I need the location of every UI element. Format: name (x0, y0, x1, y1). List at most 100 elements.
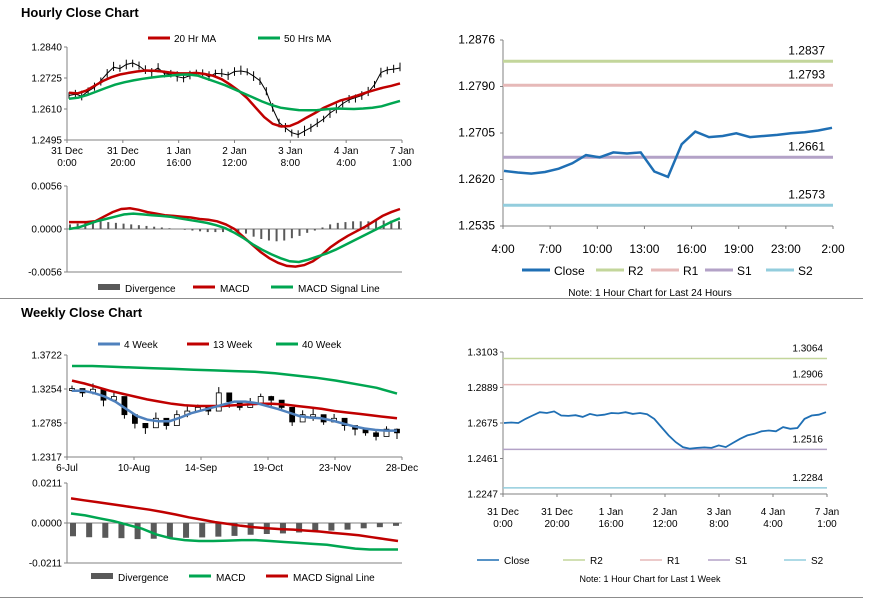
weekly_price-series-4-week (72, 389, 397, 432)
hourly_24h-x-tick-label: 4:00 (491, 242, 515, 256)
weekly-level-label-r1: 1.2906 (792, 370, 823, 381)
weekly_price-x-tick-label: 19-Oct (253, 463, 283, 474)
weekly-macd-divergence-bar (328, 523, 335, 531)
hourly_price-series-20-hr-ma (68, 69, 401, 128)
hourly_price-x-tick-label: 31 Dec (107, 146, 139, 157)
hourly_macd-legend-label: MACD Signal Line (298, 284, 380, 295)
hourly_price-x-tick-label: 1 Jan (166, 146, 190, 157)
hourly_24h-x-tick-label: 19:00 (724, 242, 754, 256)
hourly_24h-legend-label: R2 (628, 264, 644, 278)
weekly_price-x-tick-label: 14-Sep (185, 463, 218, 474)
hourly_macd-legend-swatch (98, 284, 120, 290)
weekly-macd-divergence-bar (393, 523, 399, 526)
weekly_1w-x-tick-label: 8:00 (709, 519, 729, 530)
level-label-s2: 1.2573 (788, 187, 825, 201)
weekly-macd-divergence-bar (166, 523, 173, 539)
weekly-section-title: Weekly Close Chart (21, 305, 143, 320)
weekly-macd-divergence-bar (247, 523, 254, 535)
weekly_1w-x-tick-label: 31 Dec (487, 507, 519, 518)
hourly_price-x-tick-label: 4:00 (336, 158, 356, 169)
weekly_1w-x-tick-label: 20:00 (544, 519, 569, 530)
hourly_24h-y-tick-label: 1.2535 (458, 219, 495, 233)
hourly-section-title: Hourly Close Chart (21, 5, 139, 20)
weekly-macd-divergence-bar (344, 523, 351, 530)
bottom-divider (0, 597, 863, 598)
hourly_macd-legend-label: MACD (220, 284, 249, 295)
weekly_price-x-tick-label: 28-Dec (386, 463, 418, 474)
weekly-macd-divergence-bar (118, 523, 125, 539)
weekly_1w-y-tick-label: 1.2247 (467, 490, 498, 501)
hourly_price-x-tick-label: 0:00 (57, 158, 77, 169)
weekly_1w-x-tick-label: 2 Jan (653, 507, 677, 518)
weekly-macd-divergence-bar (376, 523, 383, 528)
hourly_24h-note: Note: 1 Hour Chart for Last 24 Hours (568, 288, 731, 299)
weekly-macd-divergence-bar (360, 523, 367, 529)
weekly-macd-divergence-bar (296, 523, 303, 533)
weekly_1w-y-tick-label: 1.2889 (467, 383, 498, 394)
level-label-s1: 1.2661 (788, 139, 825, 153)
section-divider (0, 298, 863, 299)
weekly_1w-series-close (503, 410, 827, 450)
weekly-macd-divergence-bar (312, 523, 319, 532)
weekly_1w-x-tick-label: 1:00 (817, 519, 837, 530)
weekly_price-series-40-week (72, 364, 398, 395)
hourly_price-x-tick-label: 31 Dec (51, 146, 83, 157)
hourly_price-y-tick-label: 1.2495 (31, 136, 62, 147)
weekly_macd-legend-label: MACD Signal Line (293, 573, 375, 584)
weekly-price-candle-body (310, 414, 317, 418)
hourly_price-x-tick-label: 1:00 (392, 158, 412, 169)
weekly_macd-legend-label: MACD (216, 573, 245, 584)
hourly_price-x-tick-label: 4 Jan (334, 146, 358, 157)
weekly_price-series-13-week (71, 379, 398, 420)
weekly_macd-legend-label: Divergence (118, 573, 169, 584)
weekly_price-x-tick-label: 23-Nov (319, 463, 351, 474)
weekly_1w-legend-label: R2 (590, 556, 603, 567)
weekly_macd-y-tick-label: -0.0211 (29, 559, 63, 570)
hourly_24h-x-tick-label: 2:00 (821, 242, 845, 256)
weekly_1w-y-tick-label: 1.3103 (467, 348, 498, 359)
hourly_macd-series-macd-signal-line (68, 212, 401, 264)
weekly_1w-x-tick-label: 31 Dec (541, 507, 573, 518)
hourly_24h-x-tick-label: 10:00 (582, 242, 612, 256)
weekly-macd-divergence-bar (183, 523, 190, 538)
hourly_price-x-tick-label: 16:00 (166, 158, 191, 169)
hourly_price-x-tick-label: 7 Jan (390, 146, 414, 157)
weekly_price-x-tick-label: 10-Aug (118, 463, 150, 474)
weekly-price-candle-body (373, 432, 379, 437)
level-label-r1: 1.2793 (788, 67, 825, 81)
weekly_price-y-tick-label: 1.2317 (31, 453, 62, 464)
hourly_24h-legend-label: Close (554, 264, 585, 278)
weekly_1w-x-tick-label: 3 Jan (707, 507, 731, 518)
hourly_macd-y-tick-label: 0.0000 (31, 225, 62, 236)
weekly-price-candle-body (215, 392, 222, 412)
weekly-macd-divergence-bar (70, 523, 76, 537)
weekly-macd-divergence-bar (150, 523, 157, 539)
weekly-price-candle-body (152, 417, 159, 429)
weekly_1w-legend-label: S1 (735, 556, 748, 567)
hourly_24h-legend-label: R1 (683, 264, 699, 278)
weekly_1w-x-tick-label: 12:00 (652, 519, 677, 530)
hourly_24h-series-close (503, 126, 833, 179)
level-label-r2: 1.2837 (788, 43, 825, 57)
weekly-level-label-s2: 1.2284 (792, 473, 823, 484)
weekly-macd-divergence-bar (102, 523, 109, 538)
hourly_24h-y-tick-label: 1.2705 (458, 126, 495, 140)
weekly-price-candle-body (299, 414, 306, 423)
hourly_price-legend-label: 50 Hrs MA (284, 34, 332, 45)
weekly_1w-y-tick-label: 1.2675 (467, 419, 498, 430)
hourly_24h-legend-label: S1 (737, 264, 752, 278)
weekly_price-legend-label: 4 Week (124, 340, 159, 351)
weekly-price-candle-body (383, 428, 390, 437)
weekly_1w-legend-label: S2 (811, 556, 824, 567)
weekly_1w-x-tick-label: 4:00 (763, 519, 783, 530)
hourly_macd-legend-label: Divergence (125, 284, 176, 295)
weekly_1w-x-tick-label: 4 Jan (761, 507, 785, 518)
hourly_24h-y-tick-label: 1.2790 (458, 79, 495, 93)
weekly_1w-y-tick-label: 1.2461 (467, 454, 498, 465)
hourly_price-y-tick-label: 1.2610 (31, 105, 62, 116)
weekly-price-candle-body (226, 392, 233, 403)
weekly_1w-legend-label: R1 (667, 556, 680, 567)
hourly_24h-legend-label: S2 (798, 264, 813, 278)
weekly_price-y-tick-label: 1.3722 (31, 351, 62, 362)
